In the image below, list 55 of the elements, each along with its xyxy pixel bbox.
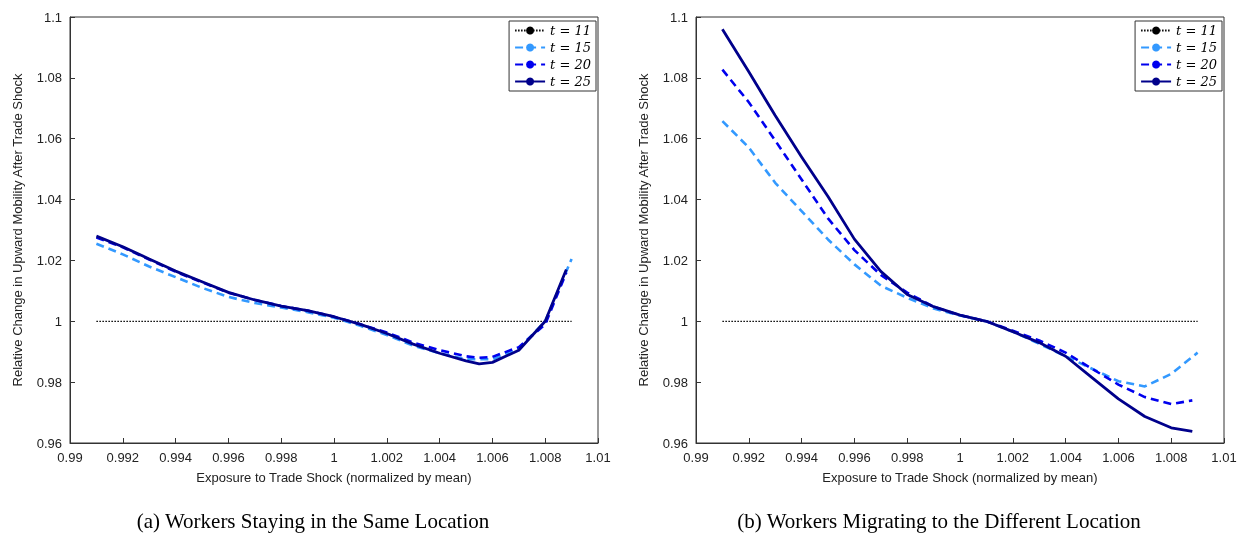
x-axis-title: Exposure to Trade Shock (normalized by mean) (822, 470, 1098, 485)
y-axis-title: Relative Change in Upward Mobility After Trade Shock (10, 73, 25, 387)
legend-label: t = 11 (550, 23, 592, 38)
x-axis-title: Exposure to Trade Shock (normalized by mean) (196, 470, 472, 485)
x-tick-label: 1.006 (1102, 450, 1135, 465)
x-tick-label: 1.008 (1154, 450, 1188, 465)
x-tick-label: 0.996 (838, 450, 871, 465)
legend-label: t = 25 (1176, 74, 1218, 89)
y-tick-label: 1 (680, 313, 688, 329)
x-tick-label: 1.01 (585, 450, 611, 465)
x-tick-label: 0.994 (159, 450, 192, 465)
x-tick-label: 0.998 (264, 450, 298, 465)
legend-label: t = 20 (550, 57, 592, 72)
line-series (721, 119, 1199, 388)
y-tick-label: 1.1 (669, 9, 688, 25)
x-tick-label: 1.002 (996, 450, 1030, 465)
y-tick-label: 0.96 (662, 435, 688, 451)
y-tick-label: 0.96 (36, 435, 62, 451)
x-tick-label: 0.992 (732, 450, 766, 465)
x-tick-label: 1 (330, 450, 338, 465)
y-tick-label: 1.06 (662, 131, 688, 147)
y-tick-label: 1.04 (662, 192, 688, 208)
legend-label: t = 25 (550, 74, 592, 89)
y-tick-label: 1.08 (662, 70, 688, 86)
y-tick-label: 1.02 (36, 252, 62, 268)
x-tick-label: 0.998 (890, 450, 924, 465)
x-tick-label: 1.008 (528, 450, 562, 465)
y-axis-title: Relative Change in Upward Mobility After Trade Shock (636, 73, 651, 387)
y-tick-label: 1.02 (662, 252, 688, 268)
y-tick-label: 1.08 (36, 70, 62, 86)
legend-label: t = 11 (1176, 23, 1218, 38)
x-tick-label: 0.99 (683, 450, 709, 465)
legend-label: t = 20 (1176, 57, 1218, 72)
x-tick-label: 1 (956, 450, 964, 465)
y-tick-label: 1 (54, 313, 62, 329)
line-series (721, 27, 1194, 433)
x-tick-label: 1.01 (1211, 450, 1237, 465)
x-tick-label: 1.002 (370, 450, 404, 465)
legend-label: t = 15 (1176, 40, 1218, 55)
x-tick-label: 0.99 (57, 450, 83, 465)
legend-label: t = 15 (550, 40, 592, 55)
x-tick-label: 0.996 (212, 450, 245, 465)
x-tick-label: 1.004 (1049, 450, 1082, 465)
x-tick-label: 1.004 (423, 450, 456, 465)
x-tick-label: 1.006 (476, 450, 509, 465)
text: (a) Workers Staying in the Same Location (136, 508, 490, 533)
text: (b) Workers Migrating to the Different Location (737, 508, 1142, 533)
y-tick-label: 0.98 (662, 374, 688, 390)
y-tick-label: 1.1 (43, 9, 62, 25)
y-tick-label: 0.98 (36, 374, 62, 390)
x-tick-label: 0.992 (106, 450, 140, 465)
y-tick-label: 1.06 (36, 131, 62, 147)
y-tick-label: 1.04 (36, 192, 62, 208)
line-series (721, 68, 1194, 406)
x-tick-label: 0.994 (785, 450, 818, 465)
